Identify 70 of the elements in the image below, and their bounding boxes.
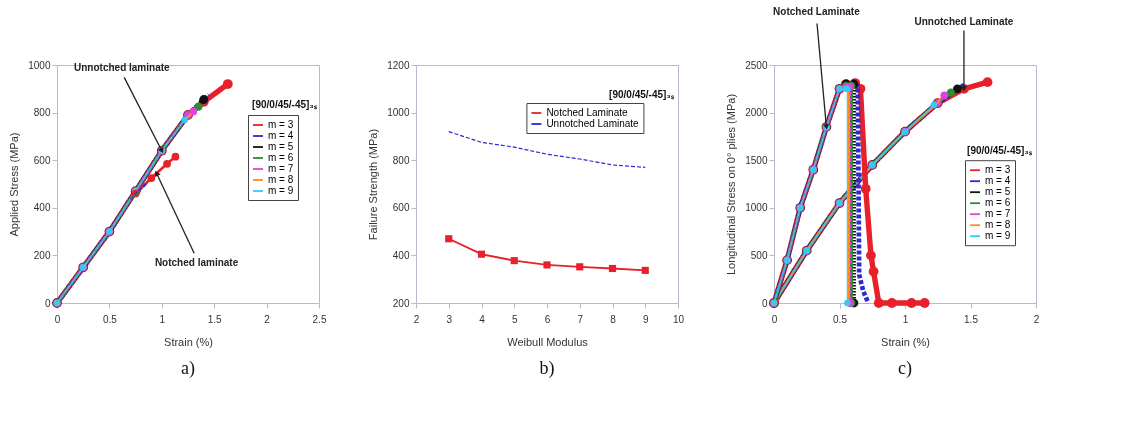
y-axis-title: Applied Stress (MPa)	[8, 132, 21, 237]
text: c)	[898, 358, 912, 379]
x-tick-label: 0.5	[833, 313, 848, 325]
annotation: [90/0/45/-45]₃ₛ	[609, 89, 675, 100]
legend-label: m = 8	[985, 219, 1011, 231]
y-tick-label: 1200	[387, 59, 410, 71]
x-tick-label: 0	[771, 313, 778, 325]
annotation: Unnotched laminate	[74, 61, 171, 73]
y-tick-label: 800	[33, 107, 51, 119]
x-tick-label: 1.5	[207, 313, 223, 325]
x-tick-label: 1	[159, 313, 166, 325]
x-tick-label: 2	[264, 313, 271, 325]
legend-label: m = 7	[985, 208, 1011, 220]
legend-label: m = 4	[985, 175, 1011, 187]
legend-label: m = 3	[268, 119, 294, 130]
y-tick-label: 0	[761, 297, 768, 309]
y-tick-label: 1000	[745, 202, 768, 214]
legend-label: m = 3	[985, 164, 1011, 176]
x-tick-label: 3	[446, 313, 453, 325]
y-tick-label: 800	[392, 154, 410, 166]
y-tick-label: 200	[392, 297, 410, 309]
x-tick-label: 1	[902, 313, 909, 325]
y-axis-title: Failure Strength (MPa)	[367, 128, 380, 241]
text: a)	[181, 358, 195, 379]
x-axis-title: Weibull Modulus	[507, 335, 589, 348]
x-tick-label: 2.5	[312, 313, 327, 325]
legend-label: m = 8	[268, 174, 294, 185]
text: b)	[539, 358, 555, 379]
y-tick-label: 1500	[745, 154, 768, 166]
y-tick-label: 2500	[745, 59, 768, 71]
y-tick-label: 200	[33, 249, 51, 261]
x-tick-label: 1.5	[964, 313, 979, 325]
y-axis-title: Longitudinal Stress on 0° plies (MPa)	[725, 93, 738, 276]
y-tick-label: 600	[33, 154, 51, 166]
legend-label: m = 5	[268, 141, 294, 152]
x-tick-label: 2	[1033, 313, 1040, 325]
legend-label: Unnotched Laminate	[546, 118, 640, 129]
legend-label: m = 4	[268, 130, 294, 141]
legend-label: m = 9	[985, 230, 1011, 242]
y-tick-label: 1000	[28, 59, 51, 71]
x-tick-label: 8	[610, 313, 617, 325]
x-axis-title: Strain (%)	[164, 335, 213, 348]
y-tick-label: 600	[392, 202, 410, 214]
x-tick-label: 10	[672, 313, 685, 325]
annotation: Notched Laminate	[773, 5, 861, 17]
x-tick-label: 7	[577, 313, 584, 325]
x-tick-label: 0.5	[102, 313, 118, 325]
legend-label: m = 6	[268, 152, 294, 163]
x-axis-title: Strain (%)	[881, 335, 930, 348]
legend-label: m = 9	[268, 185, 294, 196]
y-tick-label: 0	[44, 297, 51, 309]
x-tick-label: 9	[642, 313, 649, 325]
annotation: Unnotched Laminate	[914, 15, 1014, 27]
annotation: [90/0/45/-45]₃ₛ	[967, 144, 1033, 156]
x-tick-label: 5	[511, 313, 518, 325]
x-tick-label: 0	[54, 313, 61, 325]
legend-label: m = 5	[985, 186, 1011, 198]
y-tick-label: 1000	[387, 107, 410, 119]
x-tick-label: 6	[544, 313, 551, 325]
legend-label: m = 6	[985, 197, 1011, 209]
annotation: [90/0/45/-45]₃ₛ	[252, 99, 318, 110]
y-tick-label: 400	[392, 249, 410, 261]
y-tick-label: 400	[33, 202, 51, 214]
legend-label: Notched Laminate	[546, 107, 628, 118]
annotation: Notched laminate	[154, 257, 239, 269]
legend-label: m = 7	[268, 163, 294, 174]
y-tick-label: 2000	[745, 107, 768, 119]
x-tick-label: 2	[413, 313, 420, 325]
x-tick-label: 4	[479, 313, 486, 325]
y-tick-label: 500	[750, 249, 768, 261]
